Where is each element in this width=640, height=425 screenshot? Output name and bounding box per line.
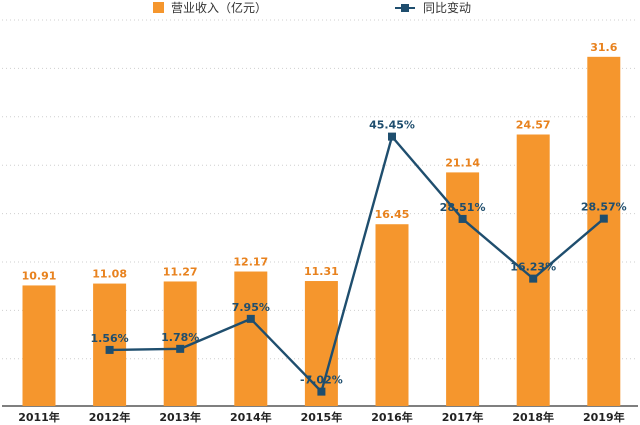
line-marker — [458, 214, 467, 223]
x-tick-label: 2019年 — [583, 410, 625, 424]
line-marker — [105, 345, 114, 354]
line-value-label: 1.78% — [161, 331, 199, 344]
bar — [446, 172, 480, 406]
legend-bar-swatch — [153, 2, 164, 13]
line-value-label: 7.95% — [232, 301, 270, 314]
bar — [304, 281, 338, 406]
x-tick-label: 2011年 — [18, 410, 60, 424]
line-marker — [176, 344, 185, 353]
line-value-label: 28.51% — [440, 201, 486, 214]
bar-value-label: 21.14 — [445, 156, 480, 169]
bar-value-label: 10.91 — [22, 269, 57, 282]
line-path — [109, 135, 605, 393]
legend-bar-label: 营业收入（亿元） — [171, 0, 267, 15]
bar — [234, 271, 268, 406]
line-series — [105, 132, 608, 396]
bar-value-labels: 10.91 11.08 11.27 12.17 11.31 16.45 21.14 24.57… — [22, 41, 618, 283]
bar-value-label: 11.08 — [92, 268, 127, 281]
bar — [93, 283, 127, 406]
line-marker — [599, 214, 608, 223]
legend: 营业收入（亿元） 同比变动 — [153, 0, 471, 15]
line-value-label: 45.45% — [369, 119, 415, 132]
x-tick-label: 2018年 — [512, 410, 554, 424]
line-value-label: 16.23% — [510, 261, 556, 274]
bar-value-label: 11.27 — [163, 265, 198, 278]
line-value-label: -7.02% — [300, 374, 343, 387]
x-tick-labels: 2011年 2012年 2013年 2014年 2015年 2016年 2017年 2018年… — [18, 410, 624, 424]
line-marker — [317, 387, 326, 396]
line-marker — [388, 132, 396, 141]
x-tick-label: 2015年 — [301, 410, 343, 424]
bar-value-label: 11.31 — [304, 265, 339, 278]
legend-line-marker — [401, 4, 409, 12]
line-value-labels: 1.56% 1.78% 7.95% -7.02% 45.45% 28.51% 16.23% 2… — [91, 119, 627, 387]
bar-value-label: 16.45 — [375, 208, 410, 221]
x-tick-label: 2012年 — [89, 410, 131, 424]
bar — [587, 56, 621, 406]
line-marker — [246, 314, 255, 323]
x-tick-label: 2017年 — [442, 410, 484, 424]
bar-value-label: 24.57 — [516, 119, 551, 132]
legend-line-label: 同比变动 — [423, 0, 471, 15]
x-tick-label: 2014年 — [230, 410, 272, 424]
bar-value-label: 31.6 — [590, 41, 617, 54]
bar-value-label: 12.17 — [233, 256, 268, 269]
bar — [22, 285, 56, 406]
x-tick-label: 2016年 — [371, 410, 413, 424]
bar — [375, 224, 409, 406]
line-value-label: 1.56% — [91, 332, 129, 345]
x-tick-label: 2013年 — [159, 410, 201, 424]
line-value-label: 28.57% — [581, 201, 627, 214]
line-marker — [529, 274, 538, 283]
